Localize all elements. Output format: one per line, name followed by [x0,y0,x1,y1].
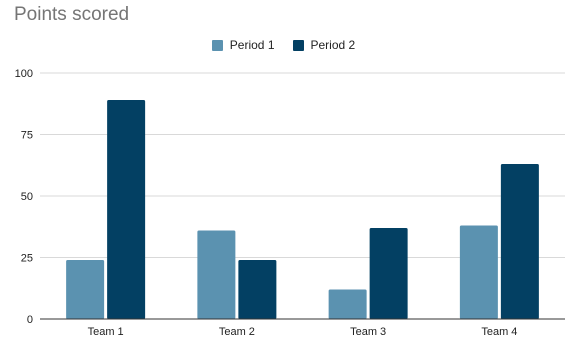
x-tick-label-team-2: Team 2 [219,326,255,338]
x-tick-label-team-1: Team 1 [88,326,124,338]
y-tick-label-25: 25 [21,253,33,265]
legend-label-period-2: Period 2 [310,38,356,52]
legend-swatch-period-2 [292,39,304,51]
legend-item-period-2[interactable]: Period 2 [292,38,356,52]
bar-team-1-period-2 [107,100,146,319]
y-tick-label-100: 100 [15,68,33,80]
x-tick-label-team-4: Team 4 [481,326,517,338]
y-tick-label-75: 75 [21,130,33,142]
bar-team-2-period-1 [197,230,236,319]
bar-team-4-period-1 [459,225,498,319]
legend-item-period-1[interactable]: Period 1 [211,38,275,52]
legend: Period 1 Period 2 [0,38,567,52]
y-tick-label-0: 0 [27,314,33,326]
bar-team-4-period-2 [500,164,539,319]
bar-team-3-period-2 [369,227,408,319]
x-tick-label-team-3: Team 3 [350,326,386,338]
bar-team-3-period-1 [328,289,367,319]
y-tick-label-50: 50 [21,191,33,203]
chart-title: Points scored [14,4,130,25]
bar-team-1-period-1 [66,259,105,319]
legend-label-period-1: Period 1 [229,38,275,52]
bar-team-2-period-2 [238,259,277,319]
legend-swatch-period-1 [211,39,223,51]
